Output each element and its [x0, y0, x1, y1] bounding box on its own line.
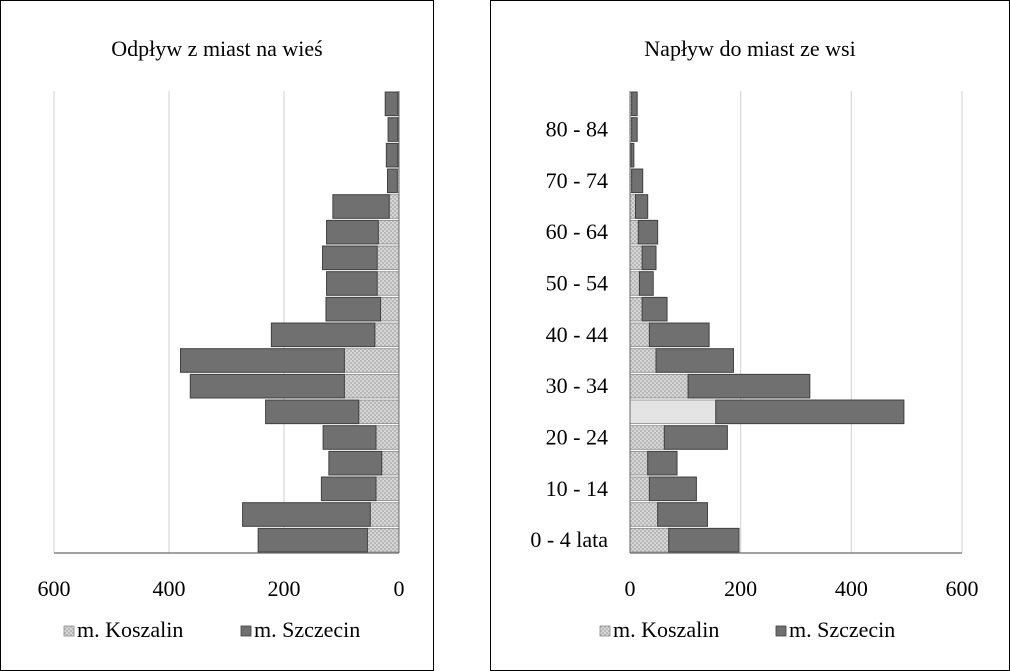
bar-koszalin — [369, 502, 400, 527]
bar-koszalin — [377, 219, 400, 245]
bar-szczecin — [687, 373, 811, 399]
bar-koszalin — [629, 322, 650, 348]
bar-koszalin — [376, 245, 400, 271]
x-tick-label: 0 — [394, 576, 405, 601]
y-tick-label: 80 - 84 — [546, 117, 608, 142]
legend-label-koszalin: m. Koszalin — [613, 617, 719, 642]
chart-title: Napływ do miast ze wsi — [644, 36, 856, 61]
bar-koszalin — [366, 527, 400, 553]
x-tick-label: 600 — [38, 576, 71, 601]
chart-svg-odplyw: 600 400 200 0 m. Koszalin m. Szczecin — [38, 91, 405, 642]
y-tick-label: 40 - 44 — [546, 322, 608, 347]
bar-szczecin — [663, 425, 728, 450]
legend-swatch-szczecin — [775, 625, 787, 637]
y-tick-label: 0 - 4 lata — [530, 527, 608, 552]
y-tick-label: 60 - 64 — [546, 219, 608, 244]
bar-koszalin — [629, 425, 665, 450]
bar-szczecin — [320, 476, 377, 502]
bar-koszalin — [629, 450, 649, 476]
bar-koszalin — [629, 373, 689, 399]
bar-szczecin — [180, 348, 345, 373]
bar-szczecin — [328, 450, 383, 476]
x-tick-label: 600 — [946, 576, 979, 601]
bar-szczecin — [631, 91, 638, 117]
bar-szczecin — [384, 91, 399, 117]
y-tick-label: 10 - 14 — [546, 476, 608, 501]
bar-szczecin — [637, 219, 659, 245]
bar-koszalin — [629, 296, 643, 322]
legend-swatch-koszalin — [63, 625, 75, 637]
y-tick-label: 30 - 34 — [546, 373, 608, 398]
bar-koszalin — [376, 271, 400, 296]
y-tick-label: 70 - 74 — [546, 168, 608, 193]
bar-szczecin — [631, 168, 644, 194]
bar-koszalin — [374, 322, 400, 348]
bar-szczecin — [647, 450, 678, 476]
x-tick-label: 400 — [153, 576, 186, 601]
chart-panel-naplyw: Napływ do miast ze wsi 0 200 400 600 0 - 4 l… — [490, 0, 1010, 671]
legend-label-szczecin: m. Szczecin — [789, 617, 895, 642]
x-tick-label: 400 — [835, 576, 868, 601]
bar-koszalin — [375, 476, 400, 502]
legend-swatch-koszalin — [599, 625, 611, 637]
bar-szczecin — [385, 142, 399, 168]
bar-koszalin — [381, 450, 400, 476]
bar-szczecin — [322, 425, 377, 450]
bar-szczecin — [648, 476, 697, 502]
y-tick-label: 50 - 54 — [546, 271, 608, 296]
bar-koszalin — [343, 373, 400, 399]
legend: m. Koszalin m. Szczecin — [599, 617, 895, 642]
bar-szczecin — [325, 296, 382, 322]
bar-koszalin — [375, 425, 400, 450]
bar-szczecin — [332, 194, 390, 219]
bar-koszalin — [629, 245, 643, 271]
bar-szczecin — [655, 348, 734, 373]
bar-szczecin — [657, 502, 708, 527]
bar-koszalin — [343, 348, 400, 373]
legend: m. Koszalin m. Szczecin — [63, 617, 360, 642]
bar-szczecin — [635, 194, 649, 219]
bar-koszalin — [629, 476, 650, 502]
bar-szczecin — [326, 271, 378, 296]
bar-szczecin — [648, 322, 710, 348]
x-tick-label: 200 — [724, 576, 757, 601]
bar-koszalin — [629, 399, 717, 425]
bar-szczecin — [668, 527, 740, 553]
bar-koszalin — [629, 219, 639, 245]
bar-koszalin — [629, 527, 670, 553]
bar-szczecin — [326, 219, 379, 245]
bar-szczecin — [631, 117, 638, 142]
x-tick-label: 200 — [268, 576, 301, 601]
bar-koszalin — [388, 194, 400, 219]
bar-szczecin — [270, 322, 376, 348]
bar-koszalin — [629, 271, 640, 296]
x-tick-label: 0 — [625, 576, 636, 601]
bar-szczecin — [715, 399, 905, 425]
bar-szczecin — [641, 245, 657, 271]
bar-szczecin — [242, 502, 371, 527]
legend-label-koszalin: m. Koszalin — [77, 617, 183, 642]
bar-szczecin — [265, 399, 360, 425]
chart-title: Odpływ z miast na wieś — [111, 36, 323, 61]
bar-szczecin — [641, 296, 668, 322]
bar-szczecin — [257, 527, 368, 553]
bar-koszalin — [629, 502, 659, 527]
bar-szczecin — [322, 245, 378, 271]
bar-szczecin — [638, 271, 654, 296]
bar-szczecin — [630, 142, 635, 168]
bar-koszalin — [629, 194, 636, 219]
y-tick-label: 20 - 24 — [546, 425, 608, 450]
bar-szczecin — [189, 373, 345, 399]
bar-koszalin — [380, 296, 400, 322]
bar-szczecin — [387, 168, 398, 194]
bar-koszalin — [629, 348, 657, 373]
bar-szczecin — [387, 117, 399, 142]
chart-svg-naplyw: 0 200 400 600 0 - 4 lata 10 - 14 20 - 24 30 - 3… — [530, 91, 979, 642]
chart-panel-odplyw: Odpływ z miast na wieś 600 400 200 0 m. Kosz… — [0, 0, 434, 671]
legend-label-szczecin: m. Szczecin — [254, 617, 360, 642]
legend-swatch-szczecin — [240, 625, 252, 637]
bar-koszalin — [358, 399, 400, 425]
